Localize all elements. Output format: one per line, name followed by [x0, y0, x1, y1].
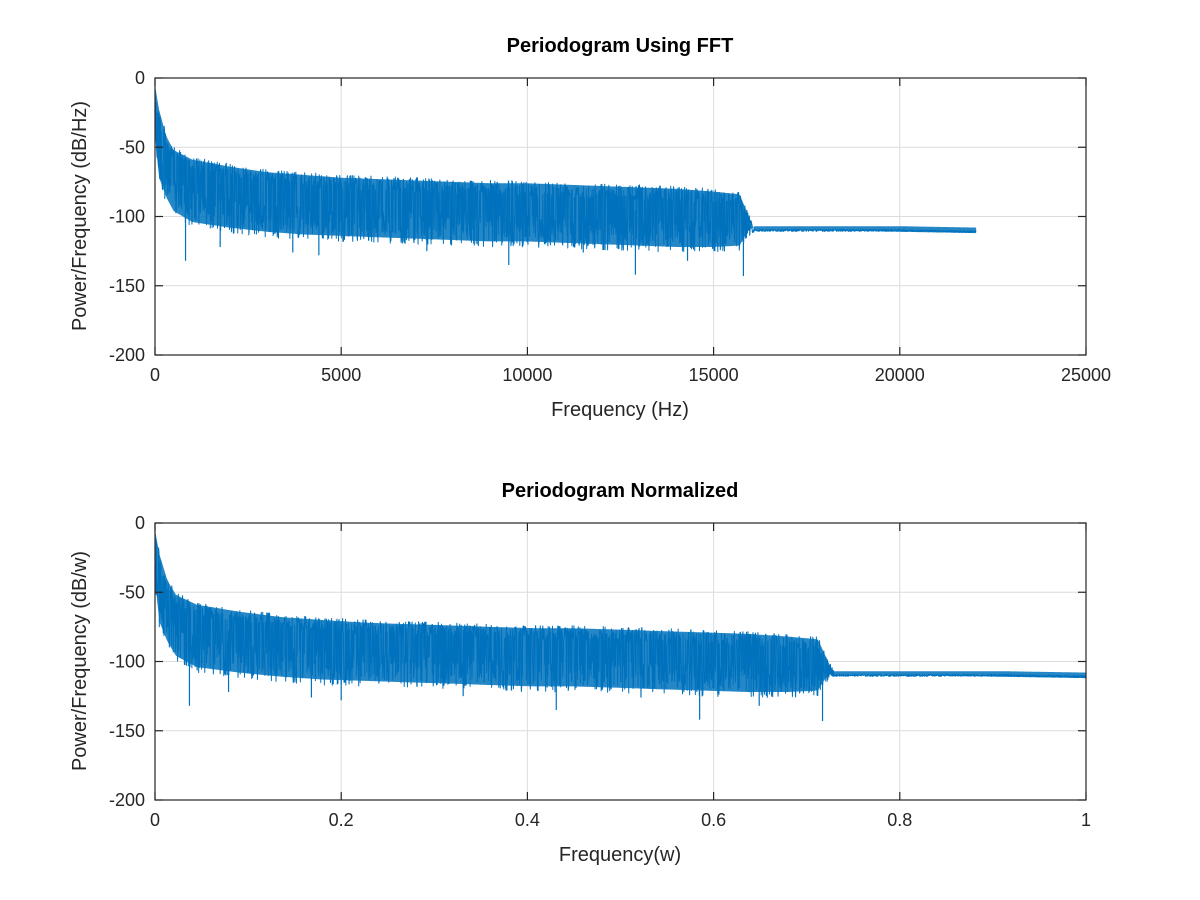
y-axis-label-top: Power/Frequency (dB/Hz) — [69, 101, 91, 331]
y-axis-label-bottom: Power/Frequency (dB/w) — [69, 551, 91, 771]
y-tick-label: 0 — [135, 513, 145, 533]
x-tick-label: 0 — [150, 365, 160, 385]
ticks-top: 0 5000 10000 15000 20000 25000 -200 -150 -100 -50… — [109, 68, 1111, 385]
chart-title-bottom: Periodogram Normalized — [502, 480, 739, 502]
x-tick-label: 1 — [1081, 810, 1091, 830]
periodogram-band — [155, 529, 1086, 692]
y-tick-label: -50 — [119, 137, 145, 157]
x-tick-label: 25000 — [1061, 365, 1111, 385]
ticks-bottom: 0 0.2 0.4 0.6 0.8 1 -200 -150 -100 -50 0 — [109, 513, 1091, 830]
y-tick-label: -150 — [109, 721, 145, 741]
plot-area-bottom — [154, 529, 1087, 722]
x-tick-label: 0.8 — [887, 810, 912, 830]
y-tick-label: -50 — [119, 582, 145, 602]
subplot-bottom: 0 0.2 0.4 0.6 0.8 1 -200 -150 -100 -50 0 Periodogr… — [69, 480, 1091, 866]
x-tick-label: 0 — [150, 810, 160, 830]
y-tick-label: -100 — [109, 207, 145, 227]
y-tick-label: -200 — [109, 790, 145, 810]
chart-title-top: Periodogram Using FFT — [507, 35, 734, 57]
x-tick-label: 15000 — [689, 365, 739, 385]
y-tick-label: 0 — [135, 68, 145, 88]
x-axis-label-bottom: Frequency(w) — [559, 844, 681, 866]
subplot-top: 0 5000 10000 15000 20000 25000 -200 -150 -100 -50… — [69, 35, 1111, 421]
y-tick-label: -150 — [109, 276, 145, 296]
x-axis-label-top: Frequency (Hz) — [551, 399, 689, 421]
y-tick-label: -100 — [109, 652, 145, 672]
x-tick-label: 0.6 — [701, 810, 726, 830]
x-tick-label: 0.4 — [515, 810, 540, 830]
x-tick-label: 10000 — [502, 365, 552, 385]
y-tick-label: -200 — [109, 345, 145, 365]
x-tick-label: 20000 — [875, 365, 925, 385]
plot-area-top — [154, 84, 977, 277]
periodogram-band — [155, 84, 977, 247]
x-tick-label: 0.2 — [329, 810, 354, 830]
x-tick-label: 5000 — [321, 365, 361, 385]
